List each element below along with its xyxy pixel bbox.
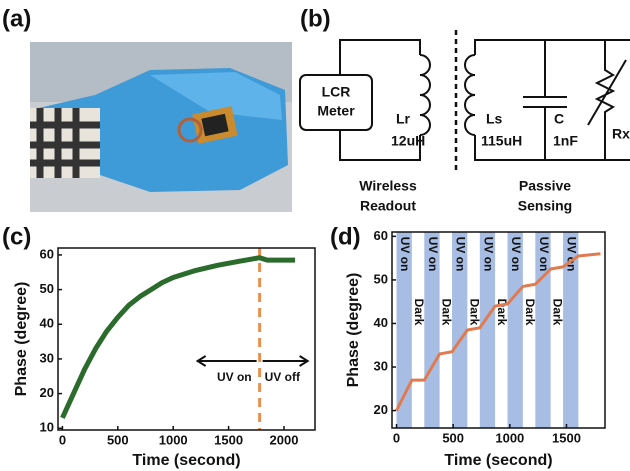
x-tick-label: 500 [107, 432, 129, 447]
band-label: UV on [398, 237, 412, 272]
dark-label: Dark [523, 299, 537, 326]
dark-label: Dark [551, 299, 565, 326]
coil-label: Lr [396, 111, 411, 127]
arrow [263, 356, 308, 366]
annotation: UV on [217, 370, 252, 384]
y-tick-label: 10 [40, 420, 54, 435]
caption: Wireless [359, 178, 417, 194]
x-tick-label: 0 [59, 432, 66, 447]
photo [30, 42, 292, 212]
y-tick-label: 60 [374, 228, 388, 243]
panel-label: (c) [2, 223, 31, 250]
capacitor-value: 1nF [553, 133, 578, 149]
resistor-label: Rx [612, 126, 630, 142]
coil-value: 115uH [481, 133, 522, 149]
panel-label: (a) [2, 5, 31, 32]
y-tick-label: 60 [40, 246, 54, 261]
y-tick-label: 20 [374, 402, 388, 417]
annotation: UV off [265, 370, 301, 384]
caption: Sensing [518, 198, 572, 214]
coil-label: Ls [486, 111, 503, 127]
y-tick-label: 30 [374, 358, 388, 373]
y-tick-label: 20 [40, 385, 54, 400]
x-axis-label: Time (second) [132, 452, 240, 469]
caption: Readout [360, 198, 416, 214]
band-label: UV on [537, 237, 551, 272]
circuit: LCR Meter Lr 12uH Ls 115uH C 1nF Rx Wire… [300, 30, 630, 214]
y-tick-label: 40 [40, 316, 54, 331]
dark-label: Dark [412, 299, 426, 326]
caption: Passive [519, 178, 571, 194]
y-tick-label: 40 [374, 315, 388, 330]
y-tick-label: 50 [374, 271, 388, 286]
dark-label: Dark [440, 299, 454, 326]
x-tick-label: 1000 [495, 430, 524, 445]
x-tick-label: 500 [442, 430, 464, 445]
capacitor-label: C [554, 111, 564, 127]
panel-label: (d) [330, 223, 361, 250]
y-tick-label: 50 [40, 281, 54, 296]
y-axis-label: Phase (degree) [13, 282, 30, 397]
band-label: UV on [454, 237, 468, 272]
x-tick-label: 2000 [270, 432, 299, 447]
x-tick-label: 1000 [159, 432, 188, 447]
y-tick-label: 30 [40, 350, 54, 365]
panel-label: (b) [300, 5, 331, 32]
meter-label: Meter [317, 103, 355, 119]
dark-label: Dark [467, 299, 481, 326]
band-label: UV on [481, 237, 495, 272]
y-axis-label: Phase (degree) [345, 273, 362, 388]
arrow [198, 356, 257, 366]
meter-label: LCR [322, 84, 351, 100]
x-tick-label: 1500 [552, 430, 581, 445]
x-axis-label: Time (second) [444, 452, 552, 469]
coil-value: 12uH [391, 133, 425, 149]
band-label: UV on [426, 237, 440, 272]
figure: LCR Meter Lr 12uH Ls 115uH C 1nF Rx Wire… [0, 0, 630, 471]
x-tick-label: 1500 [214, 432, 243, 447]
x-tick-label: 0 [393, 430, 400, 445]
band-label: UV on [509, 237, 523, 272]
